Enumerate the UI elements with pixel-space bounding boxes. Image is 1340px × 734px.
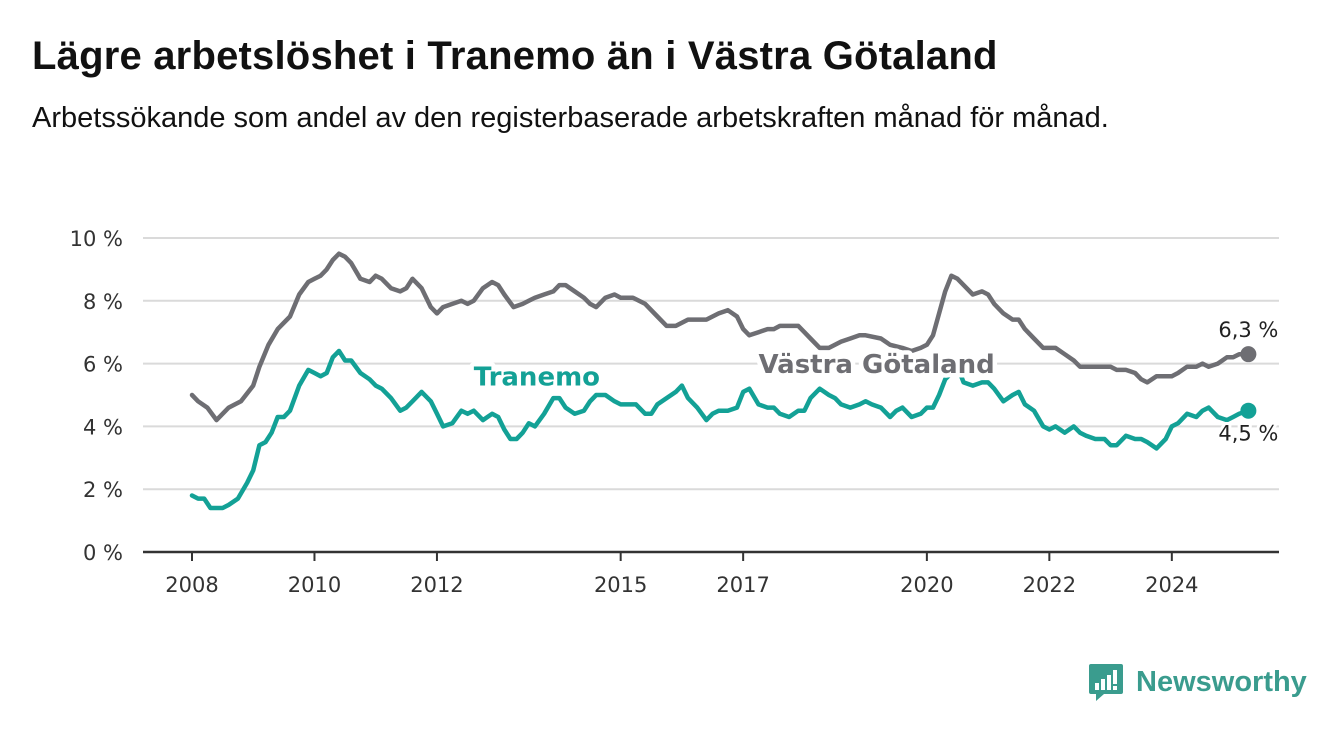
end-point-marker	[1240, 402, 1257, 419]
x-axis: 2008 2010 2012 2015 2017 2020 2022 2024	[143, 550, 1279, 597]
y-tick-label: 8 %	[83, 290, 123, 314]
y-tick-label: 0 %	[83, 541, 123, 565]
x-tick-label: 2012	[410, 573, 463, 597]
x-tick-label: 2024	[1145, 573, 1198, 597]
x-tick-label: 2020	[900, 573, 953, 597]
y-tick-label: 2 %	[83, 478, 123, 502]
x-tick-label: 2017	[716, 573, 769, 597]
newsworthy-logo: Newsworthy	[1088, 660, 1307, 704]
end-point-marker	[1240, 346, 1257, 363]
chart-title: Lägre arbetslöshet i Tranemo än i Västra…	[32, 34, 998, 78]
y-tick-label: 6 %	[83, 353, 123, 377]
series-labels: Västra Götaland 6,3 % Tranemo 4,5 %	[469, 315, 1281, 449]
series-name-label: Tranemo	[474, 363, 600, 393]
series-lines	[189, 251, 1257, 511]
x-tick-label: 2022	[1023, 573, 1076, 597]
series-line	[189, 348, 1251, 511]
y-axis-ticks: 0 % 2 % 4 % 6 % 8 % 10 %	[70, 227, 123, 565]
x-tick-label: 2015	[594, 573, 647, 597]
x-tick-label: 2010	[288, 573, 341, 597]
end-value-label: 4,5 %	[1218, 422, 1278, 446]
brand-name: Newsworthy	[1136, 665, 1307, 698]
series-name-label: Västra Götaland	[758, 350, 994, 380]
x-tick-label: 2008	[165, 573, 218, 597]
chart-subtitle: Arbetssökande som andel av den registerb…	[32, 102, 1109, 134]
series-line	[189, 251, 1251, 423]
y-tick-label: 4 %	[83, 415, 123, 439]
gridlines	[143, 237, 1279, 491]
end-value-label: 6,3 %	[1218, 318, 1278, 342]
bar-chart-bubble-icon	[1089, 664, 1123, 701]
y-tick-label: 10 %	[70, 227, 123, 251]
